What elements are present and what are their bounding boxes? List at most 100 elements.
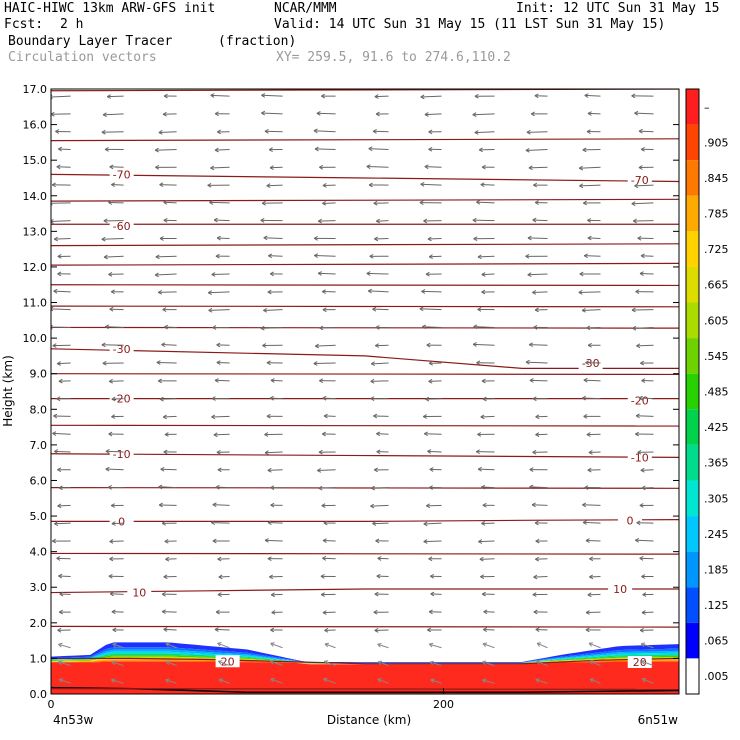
y-tick-label: 8.0 — [30, 403, 48, 416]
vector-arrow — [478, 468, 495, 471]
contour-label: -30 — [582, 357, 600, 370]
vector-arrowhead — [322, 555, 327, 561]
vector-arrowhead — [641, 378, 646, 383]
vector-arrow — [535, 433, 548, 436]
vector-arrow — [532, 291, 548, 294]
vector-arrowhead — [269, 271, 274, 277]
vector-arrowhead — [639, 503, 644, 508]
vector-arrow — [631, 202, 654, 205]
colorbar-label: .005 — [704, 670, 729, 683]
vector-arrowhead — [637, 449, 642, 455]
vector-arrowhead — [270, 677, 275, 683]
vector-arrowhead — [56, 361, 61, 366]
vector-arrow — [368, 148, 389, 150]
vector-arrowhead — [213, 217, 218, 223]
vector-arrowhead — [266, 413, 271, 419]
vector-arrowhead — [161, 342, 166, 348]
y-axis-label: Height (km) — [1, 355, 15, 426]
vector-arrowhead — [533, 609, 538, 615]
vector-arrow — [481, 486, 495, 489]
vector-arrow — [163, 628, 177, 631]
vector-arrow — [104, 255, 124, 258]
vector-arrowhead — [163, 218, 168, 223]
tracer-band — [51, 651, 679, 664]
y-tick-label: 9.0 — [30, 368, 48, 381]
vector-arrowhead — [428, 609, 433, 615]
vector-arrowhead — [474, 93, 479, 99]
vector-arrowhead — [261, 93, 266, 98]
vector-arrowhead — [164, 538, 169, 544]
colorbar-segment — [686, 231, 699, 267]
vector-arrowhead — [323, 413, 328, 419]
vector-arrow — [583, 521, 601, 524]
vector-arrowhead — [430, 591, 435, 597]
vector-arrowhead — [373, 200, 378, 206]
vector-arrowhead — [427, 449, 432, 454]
vector-arrowhead — [632, 325, 637, 331]
vector-arrowhead — [374, 591, 379, 597]
vector-arrow — [217, 642, 230, 649]
vector-arrowhead — [370, 485, 376, 491]
vector-arrowhead — [586, 129, 591, 134]
vector-arrowhead — [632, 218, 637, 224]
vector-arrow — [323, 539, 336, 542]
vector-arrowhead — [211, 396, 216, 401]
vector-arrowhead — [425, 271, 430, 277]
vector-arrowhead — [269, 165, 274, 171]
vector-arrow — [313, 362, 336, 365]
vector-arrowhead — [589, 574, 594, 580]
vector-arrowhead — [270, 627, 275, 633]
vector-arrowhead — [58, 485, 63, 491]
vector-arrowhead — [270, 378, 275, 383]
vector-arrowhead — [375, 325, 380, 330]
vector-arrowhead — [529, 484, 534, 490]
vector-arrowhead — [477, 307, 482, 312]
vector-arrow — [532, 219, 548, 222]
vector-arrowhead — [160, 466, 165, 472]
vector-arrowhead — [634, 183, 639, 189]
contour-label: -60 — [113, 220, 131, 233]
temperature-contour — [51, 519, 679, 522]
vector-arrowhead — [483, 609, 488, 615]
vector-arrowhead — [481, 591, 486, 597]
vector-arrowhead — [533, 325, 538, 330]
vector-arrow — [265, 539, 283, 542]
vector-arrow — [525, 149, 548, 151]
vector-arrow — [482, 679, 495, 684]
contour-label: -70 — [113, 168, 131, 181]
vector-arrowhead — [103, 254, 108, 260]
vector-arrowhead — [164, 432, 169, 437]
vector-arrowhead — [535, 556, 540, 562]
vector-arrowhead — [161, 591, 166, 597]
vector-arrow — [639, 397, 654, 400]
vector-arrow — [583, 379, 601, 382]
contour-label-bg — [109, 447, 134, 460]
y-tick-label: 16.0 — [23, 119, 48, 132]
vector-arrow — [640, 469, 654, 471]
colorbar-label: .065 — [704, 635, 729, 648]
vector-arrowhead — [215, 253, 220, 259]
vector-arrowhead — [377, 556, 382, 561]
vector-arrowhead — [420, 94, 425, 100]
vector-arrowhead — [428, 485, 433, 490]
vector-arrow — [212, 504, 230, 506]
colorbar-segment — [686, 373, 699, 410]
colorbar-label: .425 — [704, 421, 729, 434]
vector-arrow — [423, 540, 442, 543]
vector-arrow — [263, 309, 283, 311]
vector-arrow — [480, 184, 495, 186]
vector-arrowhead — [216, 129, 221, 135]
vector-arrow — [261, 112, 283, 115]
vector-arrowhead — [110, 289, 115, 295]
vector-arrow — [56, 166, 71, 168]
vector-arrowhead — [532, 396, 537, 402]
vector-arrowhead — [480, 574, 485, 580]
vector-arrowhead — [57, 503, 62, 509]
vector-arrowhead — [428, 556, 433, 562]
vector-arrow — [105, 468, 124, 471]
vector-arrowhead — [375, 343, 380, 348]
vector-arrowhead — [479, 556, 484, 562]
vector-arrow — [584, 94, 601, 97]
vector-arrow — [155, 255, 177, 258]
